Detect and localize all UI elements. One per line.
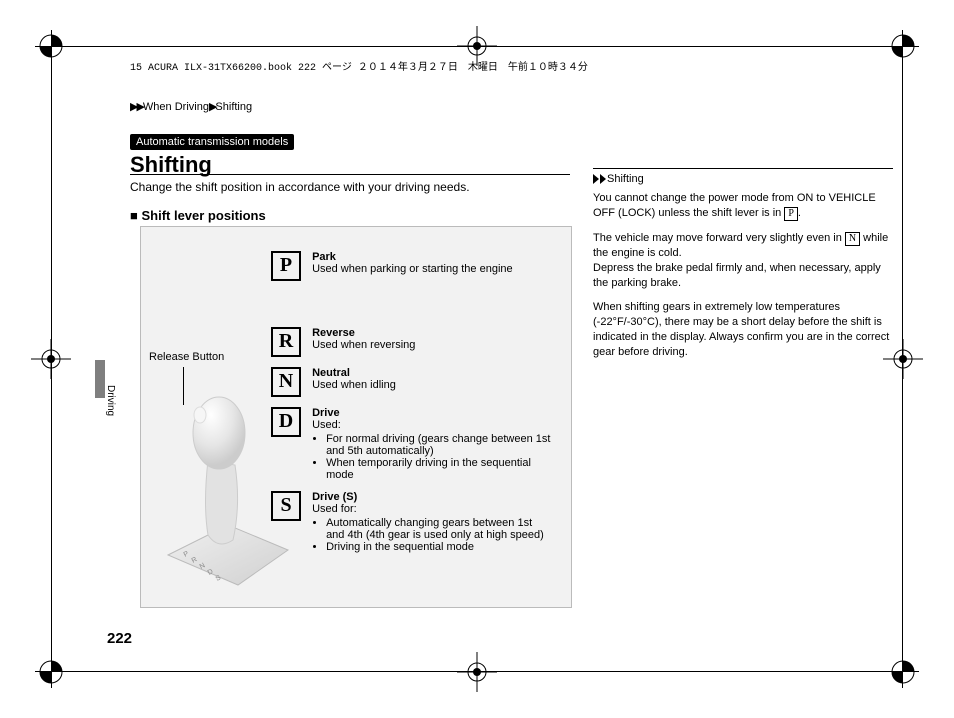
inline-gear-box: P xyxy=(784,207,798,221)
intro-text: Change the shift position in accordance … xyxy=(130,180,470,194)
inline-gear-box: N xyxy=(845,232,860,246)
sidebar-paragraph: The vehicle may move forward very slight… xyxy=(593,231,893,291)
gear-row-reverse: R Reverse Used when reversing xyxy=(271,327,561,357)
gear-letter-box: R xyxy=(271,327,301,357)
divider xyxy=(593,168,893,169)
breadcrumb: ▶▶When Driving▶Shifting xyxy=(130,100,252,113)
gear-row-drive: D Drive Used: For normal driving (gears … xyxy=(271,407,561,481)
gear-description: Used: xyxy=(312,419,552,431)
gear-letter-box: P xyxy=(271,251,301,281)
gear-row-park: P Park Used when parking or starting the… xyxy=(271,251,561,281)
registration-mark xyxy=(31,339,71,379)
sidebar-paragraph: You cannot change the power mode from ON… xyxy=(593,191,893,221)
registration-mark xyxy=(457,652,497,692)
gear-title: Neutral xyxy=(312,367,552,379)
gear-letter-box: D xyxy=(271,407,301,437)
gear-title: Reverse xyxy=(312,327,552,339)
model-badge: Automatic transmission models xyxy=(130,134,294,150)
shift-diagram: Release Button xyxy=(140,226,572,608)
gear-description: Used for: xyxy=(312,503,552,515)
gear-letter-box: N xyxy=(271,367,301,397)
breadcrumb-item: When Driving xyxy=(143,101,209,113)
sidebar-paragraph: When shifting gears in extremely low tem… xyxy=(593,300,893,359)
triangle-icon xyxy=(593,174,599,184)
gear-title: Drive xyxy=(312,407,552,419)
crop-corner-ornament xyxy=(37,32,65,60)
gear-row-drive-s: S Drive (S) Used for: Automatically chan… xyxy=(271,491,561,553)
print-frame: 15 ACURA ILX-31TX66200.book 222 ページ ２０１４… xyxy=(35,30,919,688)
gear-bullet: Driving in the sequential mode xyxy=(326,541,552,553)
sidebar-heading-text: Shifting xyxy=(607,173,644,185)
crop-corner-ornament xyxy=(37,658,65,686)
crop-corner-ornament xyxy=(889,32,917,60)
gear-bullet: Automatically changing gears between 1st… xyxy=(326,517,552,541)
gear-description: Used when idling xyxy=(312,379,552,391)
subsection-heading: Shift lever positions xyxy=(130,208,266,223)
file-header: 15 ACURA ILX-31TX66200.book 222 ページ ２０１４… xyxy=(130,58,588,74)
title-rule xyxy=(130,174,570,175)
thumb-tab xyxy=(95,360,105,398)
gear-bullet: When temporarily driving in the sequenti… xyxy=(326,457,552,481)
sidebar-notes: Shifting You cannot change the power mod… xyxy=(593,164,893,370)
gear-position-list: P Park Used when parking or starting the… xyxy=(271,251,561,563)
release-button-label: Release Button xyxy=(149,351,224,363)
gear-description: Used when reversing xyxy=(312,339,552,351)
triangle-icon xyxy=(600,174,606,184)
breadcrumb-arrow: ▶▶ xyxy=(130,101,143,113)
gear-row-neutral: N Neutral Used when idling xyxy=(271,367,561,397)
gear-title: Drive (S) xyxy=(312,491,552,503)
section-side-label: Driving xyxy=(105,385,116,416)
gear-bullet: For normal driving (gears change between… xyxy=(326,433,552,457)
crop-corner-ornament xyxy=(889,658,917,686)
page-number: 222 xyxy=(107,630,132,647)
sidebar-heading: Shifting xyxy=(593,173,893,185)
document-page: 15 ACURA ILX-31TX66200.book 222 ページ ２０１４… xyxy=(0,0,954,718)
gear-letter-box: S xyxy=(271,491,301,521)
gear-description: Used when parking or starting the engine xyxy=(312,263,552,275)
breadcrumb-item: Shifting xyxy=(215,101,252,113)
gear-title: Park xyxy=(312,251,552,263)
